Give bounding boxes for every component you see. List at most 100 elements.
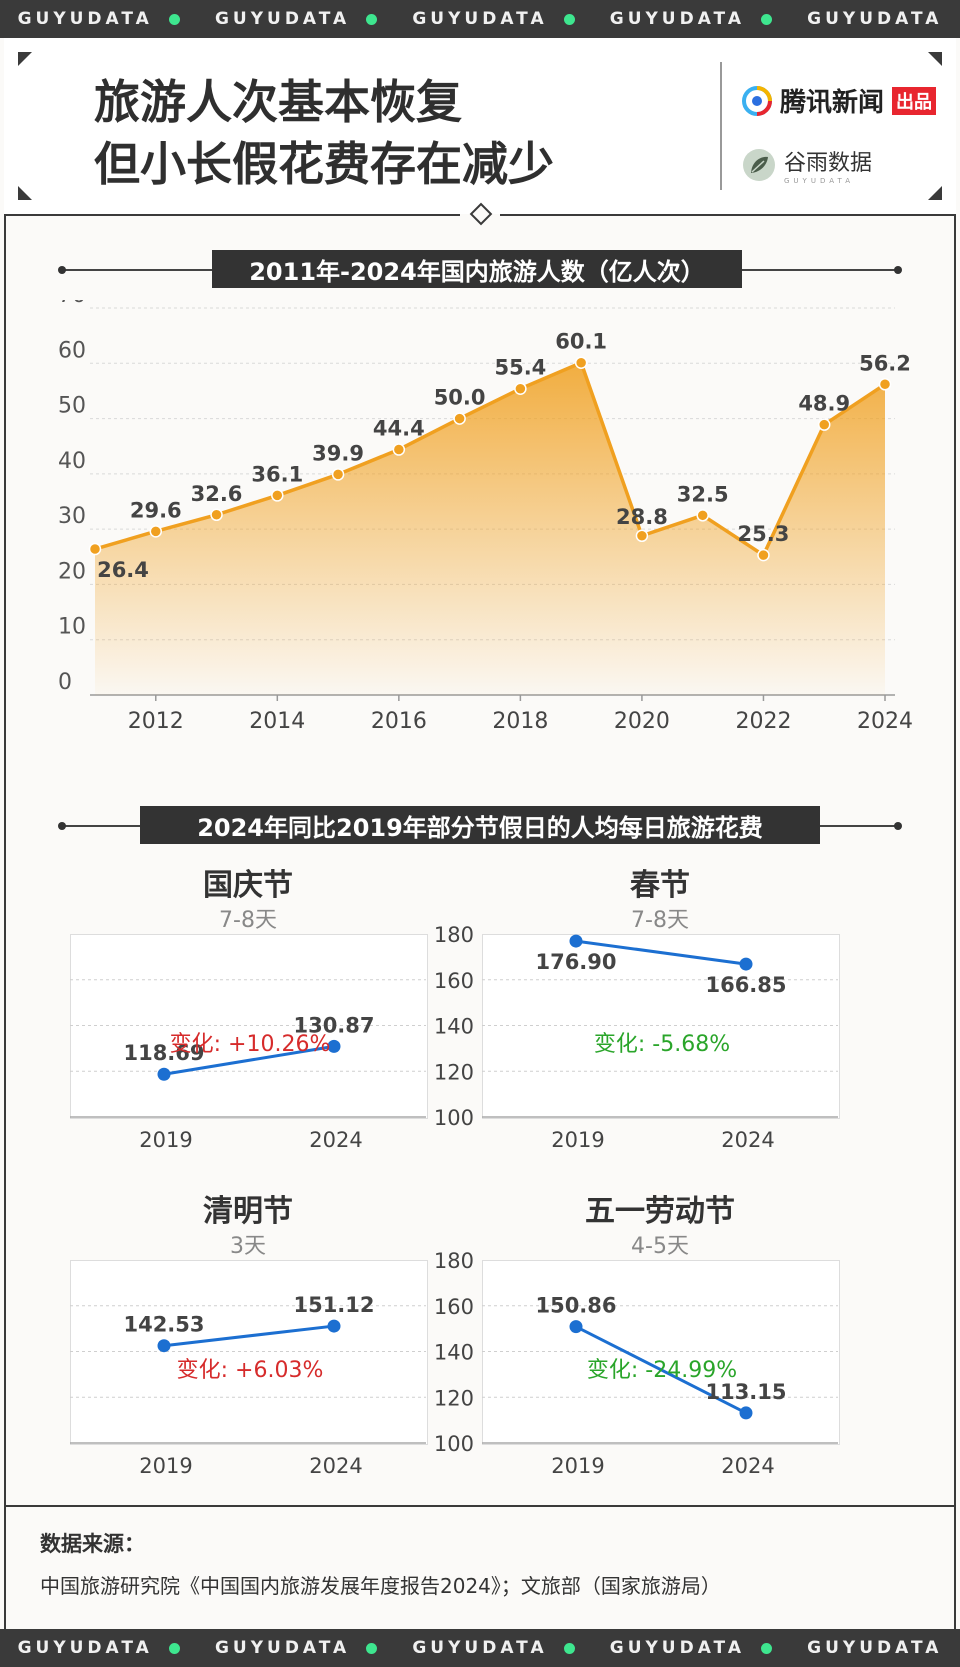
page-title-line-1: 旅游人次基本恢复 (94, 75, 462, 129)
x-tick-label: 2019 (551, 1454, 604, 1478)
y-tick-label: 160 (434, 969, 474, 993)
corner-mark-icon (18, 52, 32, 66)
dot-icon (168, 1642, 180, 1654)
dot-icon (366, 13, 378, 25)
panel-plot-area (70, 934, 428, 1119)
header-divider (720, 62, 722, 190)
data-point (739, 1406, 753, 1420)
data-label: 48.9 (798, 392, 850, 416)
page-title-line-2: 但小长假花费存在减少 (94, 137, 554, 191)
x-tick-label: 2016 (371, 709, 427, 734)
y-tick-label: 70 (58, 300, 86, 308)
band-text: GUYUDATA (214, 1638, 351, 1658)
y-tick-label: 180 (434, 1249, 474, 1273)
section-dot-icon (58, 822, 66, 830)
guyu-data-logo: 谷雨数据 GUYUDATA (742, 145, 872, 185)
visitors-area-chart: 0 10 20 30 40 50 60 70 2012 2014 2016 2018 2020 2022 2… (58, 300, 913, 734)
data-label: 26.4 (97, 558, 149, 582)
band-item: GUYUDATA (18, 1638, 180, 1658)
change-percent: 变化: -5.68% (593, 1032, 731, 1057)
x-tick-label: 2019 (139, 1128, 192, 1152)
data-point (149, 525, 163, 538)
data-label: 55.4 (494, 356, 546, 380)
x-tick-label: 2020 (614, 709, 670, 734)
bottom-brand-band: GUYUDATA GUYUDATA GUYUDATA GUYUDATA GUYU… (0, 1629, 960, 1667)
section-title-spending: 2024年同比2019年部分节假日的人均每日旅游花费 (140, 806, 820, 844)
data-label: 118.69 (123, 1041, 204, 1065)
panel-subtitle: 3天 (230, 1234, 266, 1259)
x-tick-label: 2019 (139, 1454, 192, 1478)
data-point (569, 1320, 583, 1334)
guyu-data-subtext: GUYUDATA (784, 177, 854, 185)
data-point (157, 1339, 171, 1353)
data-point (88, 542, 102, 556)
y-tick-label: 140 (434, 1015, 474, 1039)
data-point (757, 548, 770, 562)
data-point (271, 489, 284, 502)
page-frame (4, 38, 956, 1629)
source-text: 中国旅游研究院《中国国内旅游发展年度报告2024》；文旅部（国家旅游局） (40, 1574, 721, 1598)
data-label: 25.3 (738, 522, 790, 546)
band-text: GUYUDATA (807, 9, 943, 29)
tencent-news-logo: 腾讯新闻 出品 (742, 82, 937, 119)
y-tick-label: 0 (58, 670, 72, 695)
band-item: GUYUDATA (18, 9, 180, 29)
tencent-news-name: 腾讯新闻 (780, 88, 885, 118)
corner-mark-icon (928, 52, 942, 66)
band-text: GUYUDATA (17, 9, 153, 29)
holiday-line-chart: 2019 2024 118.69 130.87 (70, 979, 426, 1152)
band-item: GUYUDATA (610, 1638, 772, 1658)
x-tick-label: 2024 (721, 1454, 774, 1478)
band-text: GUYUDATA (412, 9, 548, 29)
series-line (575, 939, 747, 966)
band-text: GUYUDATA (214, 9, 351, 29)
data-label: 60.1 (555, 330, 607, 354)
data-label: 44.4 (373, 417, 425, 441)
panel-subtitle: 7-8天 (219, 908, 277, 933)
data-label: 166.85 (705, 973, 786, 997)
y-tick-label: 30 (58, 504, 86, 529)
holiday-line-chart: 2019 2024 142.53 151.12 (70, 1293, 426, 1478)
data-point (453, 412, 466, 425)
band-item: GUYUDATA (807, 9, 942, 29)
tencent-news-icon (742, 85, 772, 116)
data-label: 176.90 (535, 950, 616, 974)
y-tick-label: 40 (58, 449, 86, 474)
band-item: GUYUDATA (214, 1638, 378, 1658)
data-point (392, 443, 406, 456)
panel-title: 国庆节 (203, 868, 293, 903)
data-label: 28.8 (616, 505, 668, 529)
x-tick-label: 2018 (492, 709, 548, 734)
data-label: 151.12 (293, 1293, 374, 1317)
change-percent: 变化: -24.99% (586, 1358, 738, 1383)
band-item: GUYUDATA (214, 9, 378, 29)
data-label: 36.1 (251, 462, 303, 486)
guyu-leaf-icon (743, 149, 775, 181)
series-line (94, 360, 886, 557)
series-area (95, 362, 885, 695)
header-rule-right (500, 214, 956, 216)
y-tick-label: 20 (58, 559, 86, 584)
source-label: 数据来源： (40, 1532, 145, 1556)
y-tick-label: 10 (58, 615, 86, 640)
data-point (878, 378, 892, 391)
footer-rule (4, 1505, 956, 1507)
data-point (157, 1067, 171, 1081)
data-point (635, 529, 649, 543)
corner-mark-icon (18, 186, 32, 200)
y-tick-label: 120 (434, 1386, 474, 1410)
dot-icon (168, 13, 180, 25)
panel-title: 五一劳动节 (585, 1194, 735, 1229)
y-tick-label: 60 (58, 338, 86, 363)
data-point (210, 508, 223, 522)
section-dot-icon (894, 822, 902, 830)
panel-plot-area (482, 934, 840, 1119)
header-rule-left (4, 214, 460, 216)
band-item: GUYUDATA (412, 9, 575, 29)
panel-plot-area (482, 1260, 840, 1445)
data-point (696, 509, 709, 522)
x-tick-label: 2024 (721, 1128, 774, 1152)
dot-icon (563, 1642, 575, 1654)
data-label: 32.6 (191, 482, 243, 506)
data-point (574, 356, 588, 369)
